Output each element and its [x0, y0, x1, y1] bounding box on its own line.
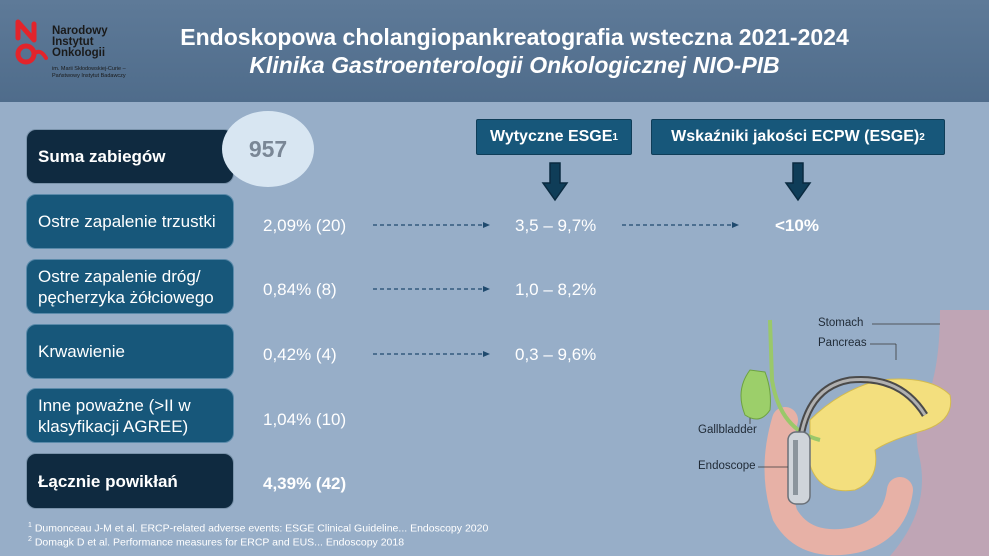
- down-arrow-icon: [541, 162, 569, 202]
- logo-sub-2: Państwowy Instytut Badawczy: [52, 73, 126, 79]
- quality-header-sup: 2: [919, 131, 925, 143]
- footnote-2: 2 Domagk D et al. Performance measures f…: [28, 536, 404, 549]
- quality-indicators-header: Wskaźniki jakości ECPW (ESGE) 2: [651, 119, 945, 155]
- footnote-sup: 2: [28, 536, 32, 543]
- label-pancreas: Pancreas: [818, 337, 867, 349]
- quality-header-label: Wskaźniki jakości ECPW (ESGE): [671, 128, 920, 145]
- summary-count-badge: 957: [222, 111, 314, 187]
- dashed-arrow-icon: [622, 222, 739, 228]
- header-bar: Narodowy Instytut Onkologii im. Marii Sk…: [0, 0, 989, 102]
- row-label-line-1: Inne poważne (>II w: [38, 395, 191, 415]
- esge-header-sup: 1: [612, 131, 618, 143]
- summary-label: Suma zabiegów: [38, 147, 166, 166]
- footnote-sup: 1: [28, 522, 32, 529]
- row-esge-range: 3,5 – 9,7%: [515, 216, 597, 235]
- footnote-1: 1 Dumonceau J-M et al. ERCP-related adve…: [28, 522, 488, 535]
- label-endoscope: Endoscope: [698, 460, 756, 472]
- logo-wordmark: Narodowy Instytut Onkologii: [52, 25, 108, 59]
- total-box: Łącznie powikłań: [26, 453, 234, 509]
- logo-line-1: Narodowy: [52, 25, 108, 37]
- row-bleeding: Krwawienie: [26, 324, 234, 379]
- esge-guidelines-header: Wytyczne ESGE 1: [476, 119, 632, 155]
- total-value: 4,39% (42): [263, 474, 347, 493]
- dashed-arrow-icon: [373, 351, 490, 357]
- esge-header-label: Wytyczne ESGE: [490, 128, 613, 145]
- logo-sub-1: im. Marii Skłodowskiej-Curie –: [52, 66, 126, 72]
- summary-box: Suma zabiegów: [26, 129, 234, 184]
- row-other-serious: Inne poważne (>II w klasyfikacji AGREE): [26, 388, 234, 443]
- summary-count: 957: [248, 135, 288, 162]
- row-value: 2,09% (20): [263, 216, 347, 235]
- row-acute-cholangitis: Ostre zapalenie dróg/ pęcherzyka żółciow…: [26, 259, 234, 314]
- logo-line-2: Instytut: [52, 36, 94, 48]
- total-label: Łącznie powikłań: [38, 471, 178, 491]
- page-title: Endoskopowa cholangiopankreatografia wst…: [180, 24, 849, 50]
- ercp-anatomy-icon: [740, 310, 989, 556]
- row-quality-target: <10%: [775, 216, 819, 235]
- row-acute-pancreatitis: Ostre zapalenie trzustki: [26, 194, 234, 249]
- page-subtitle: Klinika Gastroenterologii Onkologicznej …: [249, 52, 780, 78]
- row-label: Ostre zapalenie trzustki: [38, 212, 216, 231]
- row-label: Krwawienie: [38, 342, 125, 361]
- footnote-text: Dumonceau J-M et al. ERCP-related advers…: [31, 522, 489, 535]
- row-value: 1,04% (10): [263, 410, 347, 429]
- dashed-arrow-icon: [373, 222, 490, 228]
- label-gallbladder: Gallbladder: [698, 424, 757, 436]
- row-value: 0,84% (8): [263, 280, 337, 299]
- down-arrow-icon: [784, 162, 812, 202]
- row-esge-range: 1,0 – 8,2%: [515, 280, 597, 299]
- nio-logo-mark-icon: [15, 19, 48, 65]
- row-label-line-2: klasyfikacji AGREE): [38, 416, 189, 436]
- logo-line-3: Onkologii: [52, 47, 106, 59]
- nio-logo: Narodowy Instytut Onkologii im. Marii Sk…: [12, 18, 152, 88]
- row-label-line-1: Ostre zapalenie dróg/: [38, 266, 201, 286]
- row-value: 0,42% (4): [263, 345, 337, 364]
- footnote-text: Domagk D et al. Performance measures for…: [31, 536, 405, 549]
- row-label-line-2: pęcherzyka żółciowego: [38, 287, 214, 307]
- label-stomach: Stomach: [818, 317, 864, 329]
- anatomy-illustration: Stomach Pancreas Gallbladder Endoscope: [690, 300, 989, 556]
- row-esge-range: 0,3 – 9,6%: [515, 345, 597, 364]
- logo-subtitle: im. Marii Skłodowskiej-Curie – Państwowy…: [52, 66, 152, 80]
- dashed-arrow-icon: [373, 286, 490, 292]
